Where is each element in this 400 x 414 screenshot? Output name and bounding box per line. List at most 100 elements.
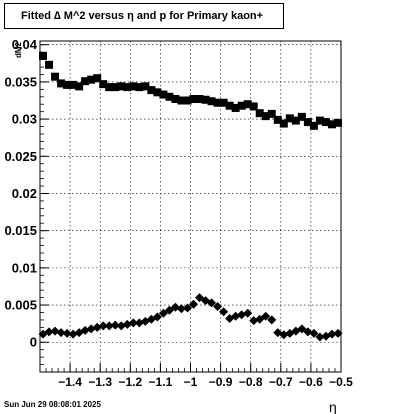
x-tick-label: −0.8	[239, 375, 263, 389]
data-point-diamond	[333, 328, 343, 338]
data-point-square	[165, 92, 174, 101]
data-point-square	[303, 118, 312, 127]
data-point-diamond	[86, 324, 96, 334]
data-point-square	[225, 101, 234, 110]
data-point-diamond	[170, 302, 180, 312]
data-point-diamond	[98, 321, 108, 331]
data-point-square	[255, 109, 264, 118]
y-tick-labels: 0 0.005 0.01 0.015 0.02 0.025 0.03 0.035 0.04	[4, 37, 37, 350]
data-point-square	[285, 114, 294, 123]
y-tick-label: 0.025	[4, 149, 37, 164]
data-point-diamond	[116, 321, 126, 331]
y-tick-label: 0.015	[4, 223, 37, 238]
data-point-diamond	[309, 328, 319, 338]
data-point-diamond	[128, 318, 138, 328]
data-point-diamond	[134, 318, 144, 328]
data-point-square	[123, 83, 132, 92]
data-point-diamond	[315, 332, 325, 342]
data-point-square	[39, 51, 48, 60]
data-point-diamond	[68, 329, 78, 339]
data-point-diamond	[267, 315, 277, 325]
data-point-diamond	[189, 299, 199, 309]
data-point-diamond	[80, 325, 90, 335]
x-tick-label: −1.2	[118, 375, 142, 389]
data-point-diamond	[243, 308, 253, 318]
data-point-square	[201, 95, 210, 104]
x-tick-label: −0.5	[329, 375, 353, 389]
data-point-square	[111, 83, 120, 92]
data-point-diamond	[237, 310, 247, 320]
data-point-square	[261, 112, 270, 121]
data-point-square	[219, 98, 228, 107]
data-point-square	[315, 116, 324, 125]
data-point-square	[237, 101, 246, 110]
x-tick-label: −1.4	[58, 375, 82, 389]
y-tick-label: 0.04	[12, 37, 38, 52]
data-point-square	[231, 103, 240, 112]
data-point-square	[129, 82, 138, 91]
data-point-square	[171, 95, 180, 104]
data-point-square	[327, 120, 336, 129]
data-point-diamond	[110, 320, 120, 330]
data-point-diamond	[231, 311, 241, 321]
y-tick-label: 0.02	[12, 186, 37, 201]
chart-title-box: Fitted ∆ M^2 versus η and p for Primary …	[4, 3, 284, 29]
x-tick-labels: −1.4 −1.3 −1.2 −1.1 −1 −0.9 −0.8 −0.7 −0.6 −0.5	[58, 375, 353, 389]
chart-title: Fitted ∆ M^2 versus η and p for Primary …	[21, 10, 264, 22]
data-point-diamond	[152, 312, 162, 322]
x-tick-label: −1.1	[149, 375, 173, 389]
data-point-diamond	[92, 322, 102, 332]
grid-lines	[40, 41, 342, 372]
y-tick-label: 0.03	[12, 112, 37, 127]
data-point-square	[243, 100, 252, 109]
x-tick-label: −1	[184, 375, 198, 389]
data-point-square	[135, 83, 144, 92]
data-point-square	[333, 118, 342, 127]
data-point-diamond	[207, 298, 217, 308]
data-point-square	[51, 72, 60, 81]
data-point-diamond	[176, 304, 186, 314]
data-point-diamond	[303, 327, 313, 337]
y-tick-label: 0.01	[12, 260, 37, 275]
data-point-square	[207, 97, 216, 106]
data-series	[38, 51, 343, 342]
y-tick-label: 0.035	[4, 74, 37, 89]
data-point-square	[147, 86, 156, 95]
data-point-square	[159, 90, 168, 99]
y-tick-label: 0	[30, 335, 37, 350]
data-point-square	[321, 118, 330, 127]
data-point-square	[45, 60, 54, 69]
timestamp-footer: Sun Jun 29 08:08:01 2025	[4, 400, 101, 409]
data-point-square	[297, 112, 306, 121]
x-tick-label: −1.3	[88, 375, 112, 389]
data-point-diamond	[249, 316, 259, 326]
data-point-diamond	[56, 328, 66, 338]
data-point-square	[81, 77, 90, 86]
x-tick-label: −0.7	[269, 375, 293, 389]
data-point-square	[183, 96, 192, 105]
data-point-square	[141, 82, 150, 91]
y-tick-label: 0.005	[4, 298, 37, 313]
data-point-square	[195, 95, 204, 104]
data-point-square	[249, 102, 258, 111]
data-point-square	[117, 82, 126, 91]
data-point-diamond	[50, 326, 60, 336]
data-point-square	[99, 80, 108, 89]
data-point-square	[63, 80, 72, 89]
data-point-diamond	[279, 330, 289, 340]
data-point-square	[75, 82, 84, 91]
data-point-square	[153, 88, 162, 97]
axis-ticks	[39, 44, 342, 373]
data-point-square	[267, 109, 276, 118]
x-tick-label: −0.9	[209, 375, 233, 389]
data-point-square	[105, 83, 114, 92]
data-point-diamond	[261, 311, 271, 321]
data-point-diamond	[122, 319, 132, 329]
y-axis-label: dM2	[14, 41, 23, 58]
data-point-square	[279, 119, 288, 128]
data-point-diamond	[219, 307, 229, 317]
data-point-diamond	[104, 321, 114, 331]
data-point-square	[57, 79, 66, 88]
data-point-square	[213, 98, 222, 107]
